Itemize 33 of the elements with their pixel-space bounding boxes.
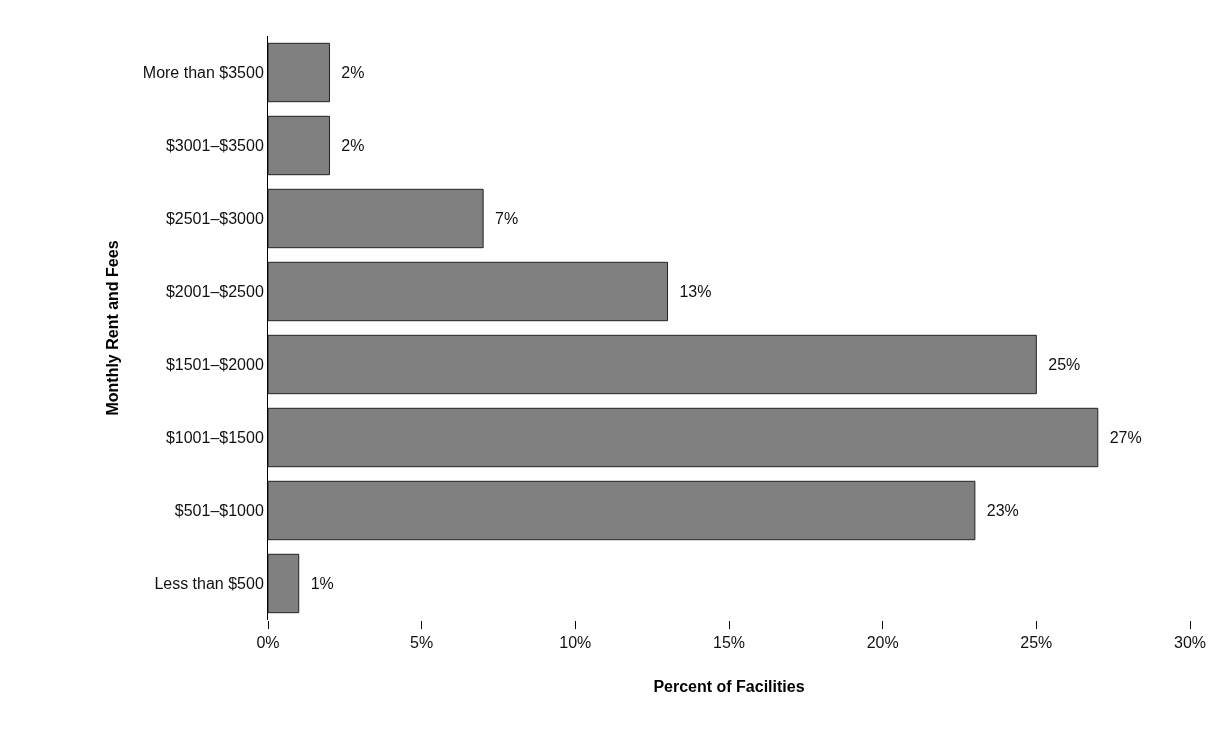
data-label: 27% — [1100, 429, 1142, 446]
y-tick-label: $1501–$2000 — [165, 356, 264, 374]
bar — [268, 480, 976, 541]
bar — [268, 42, 330, 103]
data-label: 25% — [1039, 356, 1081, 373]
x-tick-label: 15% — [712, 634, 746, 652]
y-tick-label: $2001–$2500 — [165, 283, 264, 301]
y-tick-label: More than $3500 — [142, 64, 264, 82]
bar — [268, 115, 330, 176]
bar — [268, 188, 484, 249]
y-tick-label: $1001–$1500 — [165, 429, 264, 447]
y-tick-label: $2501–$3000 — [165, 210, 264, 228]
data-label: 2% — [332, 64, 365, 81]
x-axis-title: Percent of Facilities — [653, 677, 805, 695]
bar — [268, 334, 1037, 395]
x-tick-label: 10% — [559, 634, 592, 652]
y-tick-label: $501–$1000 — [174, 502, 264, 520]
data-label: 13% — [670, 283, 712, 300]
bar — [268, 261, 669, 322]
y-axis-title: Monthly Rent and Fees — [103, 240, 121, 416]
data-label: 23% — [977, 502, 1019, 519]
bar — [268, 407, 1099, 468]
x-tick-label: 0% — [256, 634, 280, 652]
bar — [268, 553, 300, 614]
x-tick-label: 25% — [1020, 634, 1053, 652]
y-tick-label: Less than $500 — [154, 575, 264, 593]
x-tick-label: 30% — [1173, 634, 1207, 652]
data-label: 1% — [301, 575, 334, 592]
y-tick-label: $3001–$3500 — [165, 137, 264, 155]
x-tick-label: 20% — [866, 634, 899, 652]
data-label: 7% — [486, 210, 519, 227]
x-tick-label: 5% — [410, 634, 434, 652]
data-label: 2% — [332, 137, 365, 154]
